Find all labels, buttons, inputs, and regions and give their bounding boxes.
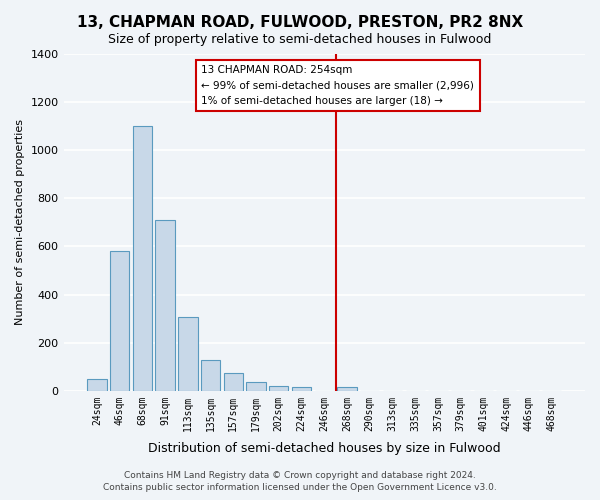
Bar [201,360,220,391]
Bar [269,386,289,391]
Bar [87,379,107,391]
Text: Size of property relative to semi-detached houses in Fulwood: Size of property relative to semi-detach… [109,32,491,46]
Bar [155,220,175,391]
Bar [292,387,311,391]
Text: Contains HM Land Registry data © Crown copyright and database right 2024.
Contai: Contains HM Land Registry data © Crown c… [103,471,497,492]
X-axis label: Distribution of semi-detached houses by size in Fulwood: Distribution of semi-detached houses by … [148,442,500,455]
Bar [337,387,356,391]
Bar [110,252,130,391]
Bar [224,372,243,391]
Text: 13, CHAPMAN ROAD, FULWOOD, PRESTON, PR2 8NX: 13, CHAPMAN ROAD, FULWOOD, PRESTON, PR2 … [77,15,523,30]
Y-axis label: Number of semi-detached properties: Number of semi-detached properties [15,120,25,326]
Bar [178,318,197,391]
Text: 13 CHAPMAN ROAD: 254sqm
← 99% of semi-detached houses are smaller (2,996)
1% of : 13 CHAPMAN ROAD: 254sqm ← 99% of semi-de… [202,65,475,106]
Bar [247,382,266,391]
Bar [133,126,152,391]
